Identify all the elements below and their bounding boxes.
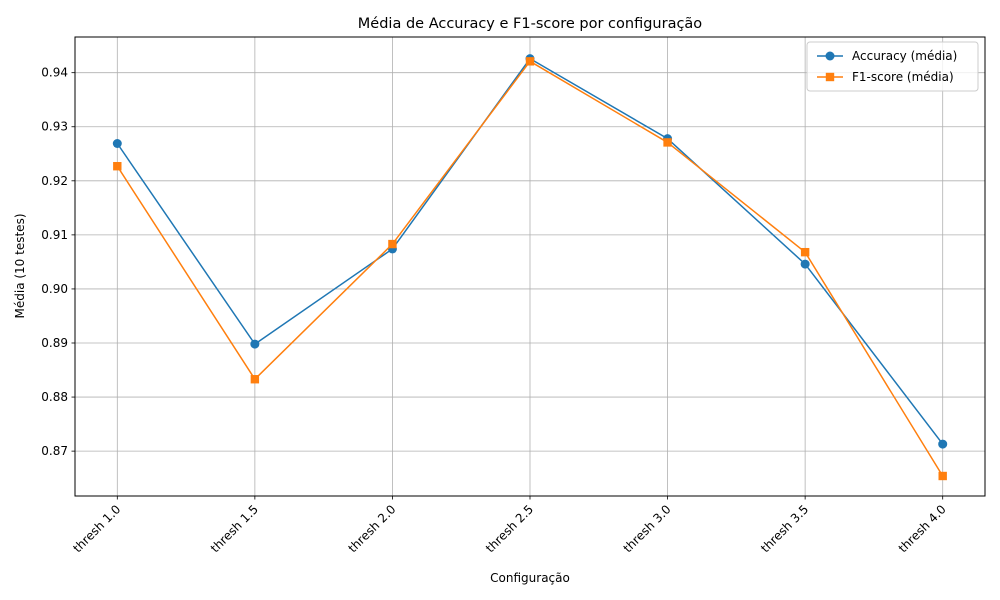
y-tick-label: 0.88 [41, 390, 68, 404]
series-2-marker [250, 375, 260, 384]
x-axis-label: Configuração [490, 571, 570, 585]
legend-label-1: Accuracy (média) [852, 49, 957, 63]
y-tick-label: 0.92 [41, 174, 68, 188]
y-tick-label: 0.87 [41, 444, 68, 458]
legend-marker-2 [825, 72, 835, 82]
series-1-marker [938, 439, 948, 449]
series-1-marker [112, 139, 122, 149]
y-tick-label: 0.93 [41, 120, 68, 134]
series-2-marker [388, 239, 397, 249]
legend-marker-1 [825, 51, 835, 61]
y-tick-label: 0.91 [41, 228, 68, 242]
legend: Accuracy (média) F1-score (média) [806, 41, 979, 92]
y-tick-label: 0.90 [41, 282, 68, 296]
legend-box [806, 41, 979, 92]
series-layer [112, 54, 948, 481]
grid-layer [75, 37, 985, 496]
series-2-marker [113, 162, 122, 171]
series-2-marker [525, 57, 535, 66]
y-axis-label: Média (10 testes) [13, 214, 27, 319]
series-1-marker [250, 339, 260, 349]
series-2-marker [938, 471, 947, 481]
chart-title: Média de Accuracy e F1-score por configu… [358, 16, 703, 32]
series-2-marker [800, 247, 810, 257]
legend-label-2: F1-score (média) [852, 70, 954, 84]
y-tick-layer: 0.87 0.88 0.89 0.90 0.91 0.92 0.93 0.94 [41, 66, 75, 458]
y-tick-label: 0.89 [41, 336, 68, 350]
series-1-marker [800, 259, 810, 269]
series-2-marker [663, 138, 672, 147]
y-tick-label: 0.94 [41, 66, 68, 80]
